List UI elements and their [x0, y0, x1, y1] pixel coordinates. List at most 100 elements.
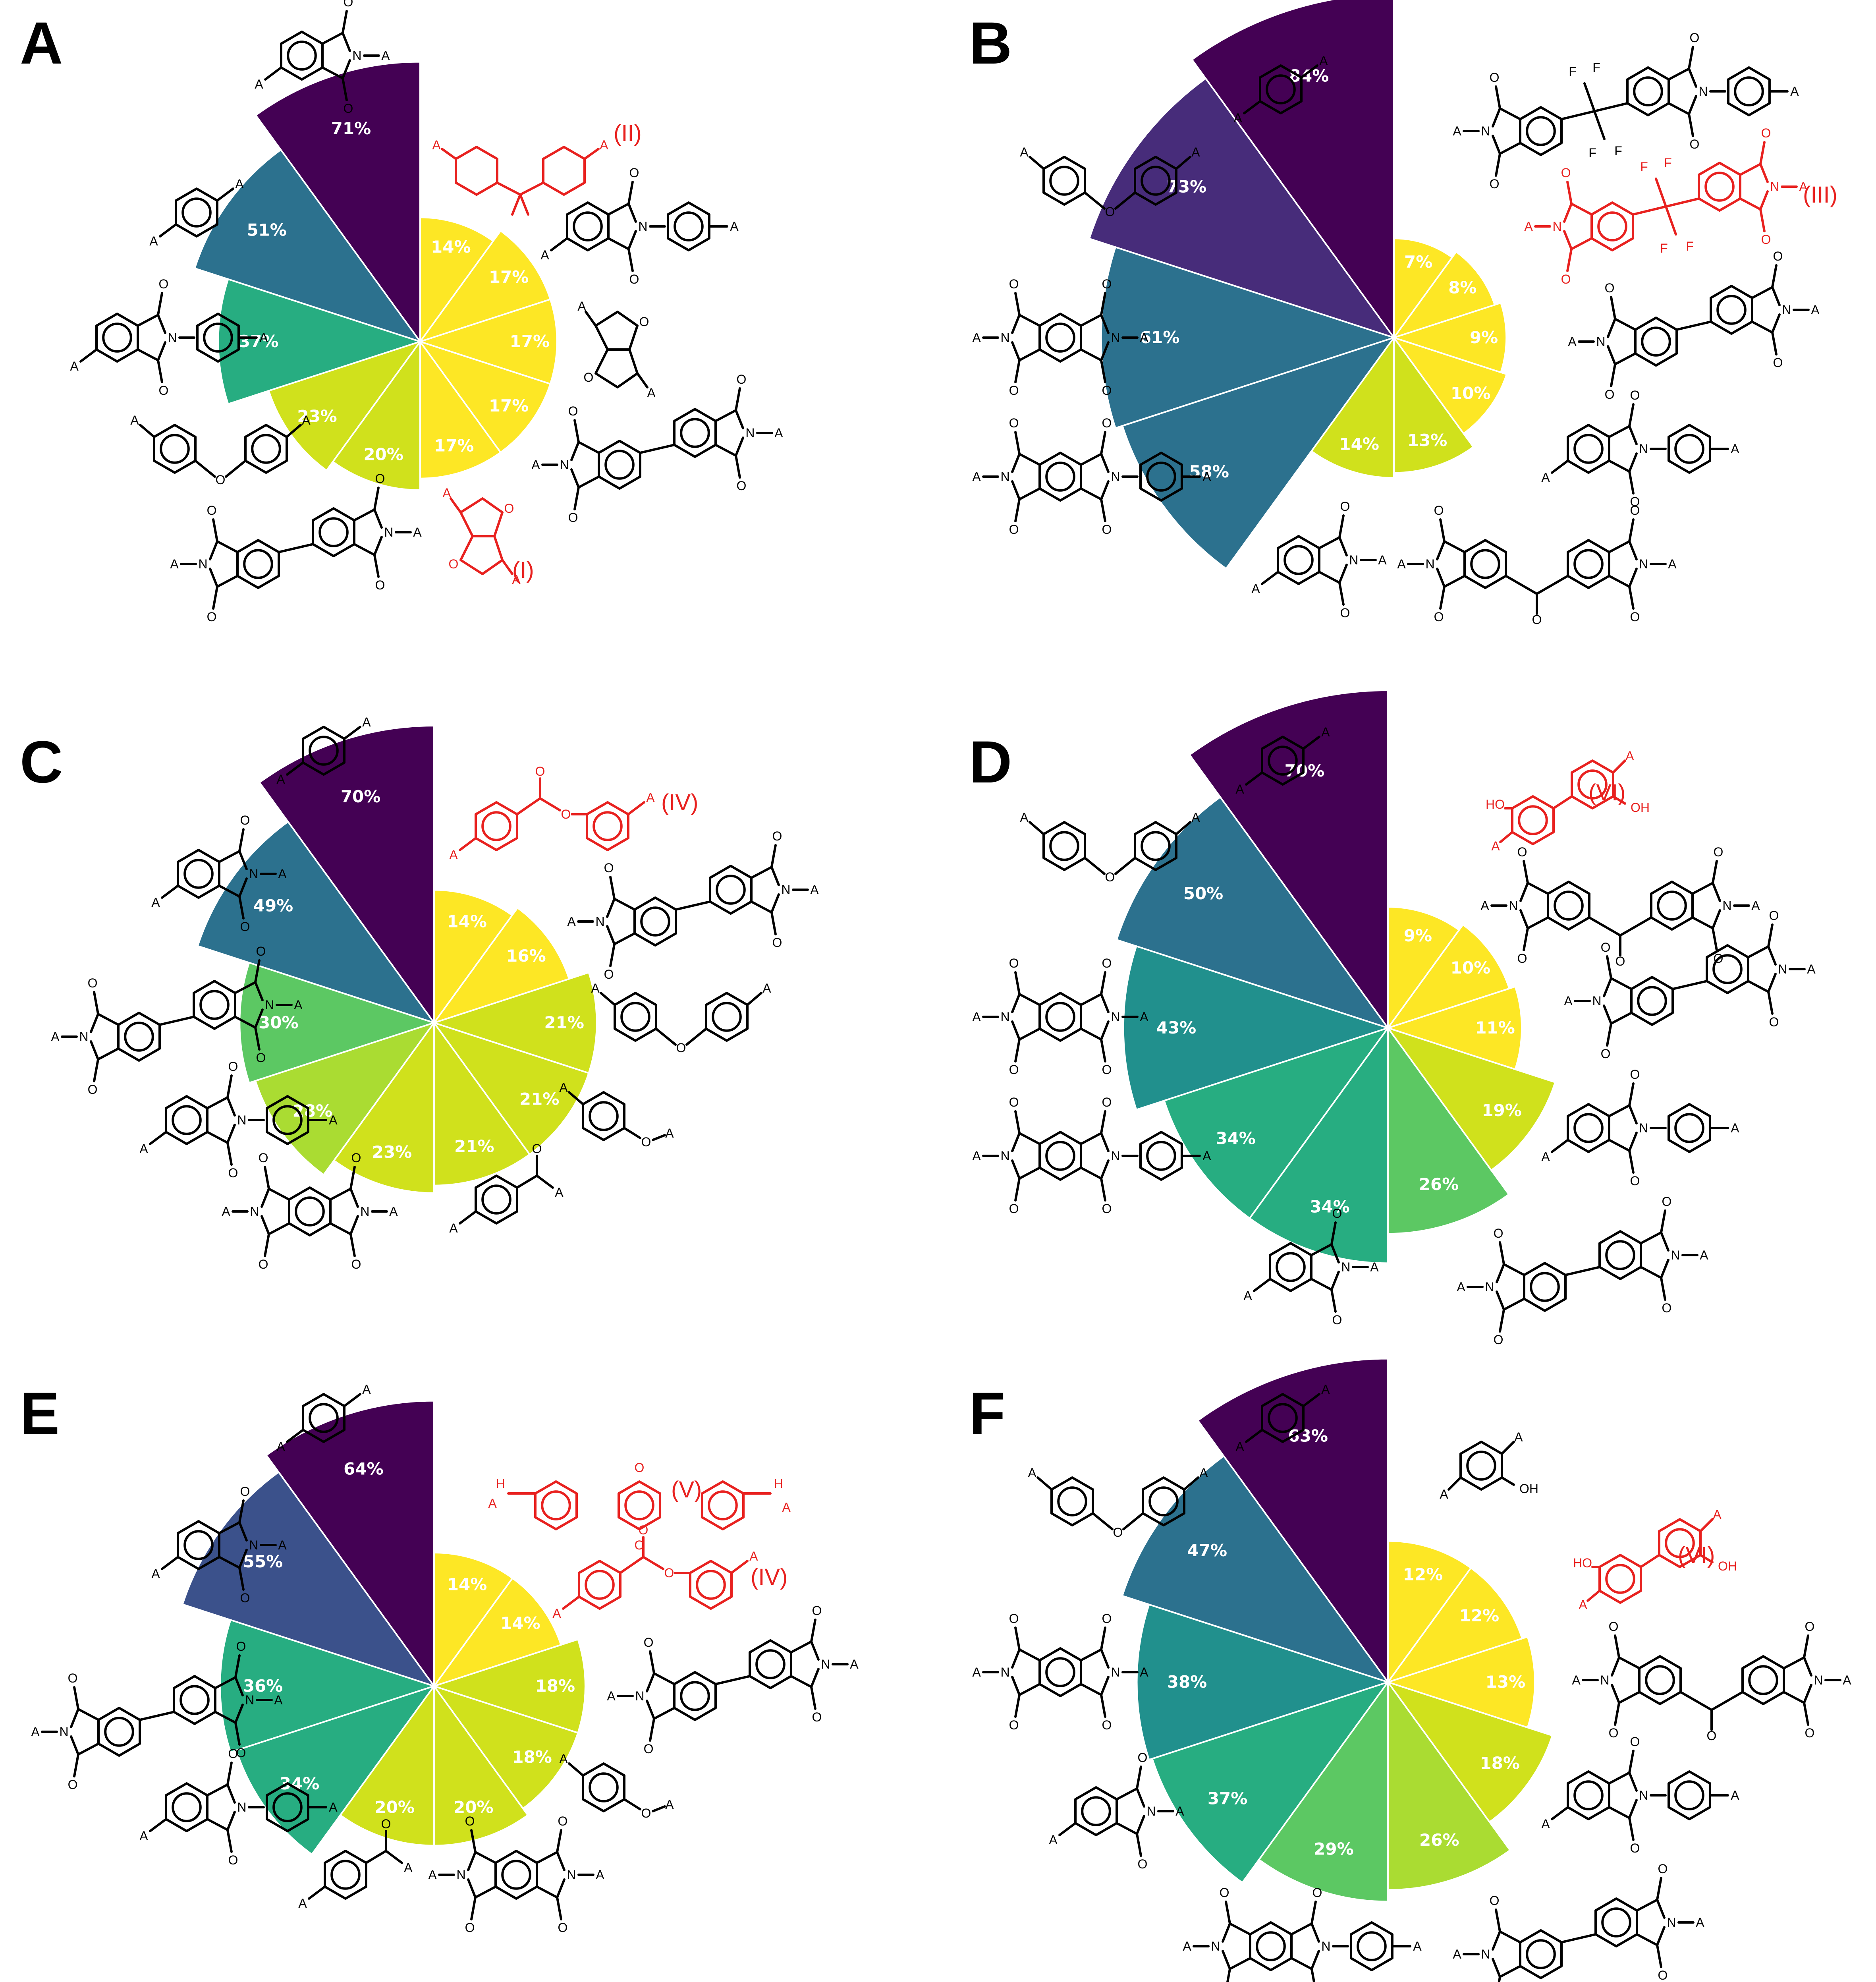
- ring: [1139, 1131, 1183, 1181]
- atom-label: O: [568, 510, 578, 525]
- atom-label: A: [1049, 1833, 1058, 1847]
- atom-label: N: [1321, 1939, 1330, 1953]
- atom-label: O: [1630, 1735, 1640, 1749]
- atom-label: O: [1609, 1619, 1619, 1634]
- bond: [212, 518, 219, 543]
- structure-imide-phenyl: OON AA: [1541, 1067, 1739, 1188]
- bond: [1551, 1139, 1569, 1153]
- atom-label: A: [1235, 1439, 1244, 1454]
- bond: [1639, 1231, 1662, 1244]
- bond: [1018, 314, 1041, 327]
- bond: [653, 1672, 676, 1685]
- aromatic-circle: [1573, 1780, 1604, 1810]
- bond: [1100, 453, 1110, 473]
- bond: [226, 1124, 236, 1144]
- sector-label-b-2: 61%: [1140, 328, 1180, 347]
- bond: [1011, 1020, 1021, 1041]
- ring: [196, 313, 240, 363]
- bond: [1566, 181, 1573, 205]
- sector-label-a-2: 37%: [239, 332, 279, 351]
- bond: [1628, 1817, 1635, 1841]
- bond: [1563, 230, 1573, 250]
- sector-b-6: [1392, 336, 1508, 435]
- bond: [285, 424, 302, 438]
- atom-label: A: [139, 1142, 148, 1156]
- aromatic-circle: [481, 811, 511, 841]
- atom-label: N: [1782, 303, 1791, 317]
- bond: [1330, 1243, 1340, 1263]
- aromatic-circle: [1605, 1240, 1635, 1270]
- bond: [1122, 1512, 1145, 1530]
- structure-imide-phenyl: OON AA: [139, 1746, 338, 1867]
- bond: [1492, 1958, 1502, 1978]
- atom-label: A: [432, 138, 441, 152]
- atom-label: A: [298, 1896, 307, 1911]
- structure-imide-aryl: O O N A A: [1049, 1750, 1184, 1871]
- atom-label: O: [641, 1135, 651, 1149]
- bond: [1115, 1822, 1138, 1835]
- atom-label: A: [1319, 54, 1328, 68]
- bond: [1011, 453, 1021, 473]
- bond: [1100, 341, 1110, 361]
- bond: [1222, 1922, 1231, 1943]
- bond: [1523, 860, 1529, 884]
- atom-label: A: [850, 1657, 859, 1671]
- bond: [1608, 1806, 1631, 1819]
- structure-pyromellitic-diimide: O O N A O O N A: [428, 1814, 604, 1935]
- aromatic-circle: [1045, 1141, 1075, 1171]
- bond: [1100, 480, 1110, 500]
- atom-label: O: [1009, 383, 1019, 398]
- bond: [1443, 575, 1466, 588]
- sector-label-e-2: 36%: [243, 1676, 283, 1696]
- bond: [1560, 110, 1596, 120]
- atom-label: N: [1671, 1248, 1680, 1262]
- bond: [234, 1676, 244, 1696]
- atom-label: A: [139, 1829, 148, 1843]
- bond: [1628, 540, 1638, 560]
- atom-label: O: [1662, 1194, 1672, 1209]
- atom-label: O: [1332, 1206, 1342, 1221]
- structure-benzoyl: A O A: [449, 1142, 564, 1235]
- bond: [209, 568, 219, 588]
- sector-f-9: [1387, 1540, 1472, 1685]
- atom-label: A: [1480, 898, 1489, 913]
- atom-label: A: [1541, 470, 1550, 485]
- bond: [1691, 882, 1714, 895]
- atom-label: A: [762, 981, 771, 995]
- aromatic-circle: [1268, 746, 1298, 776]
- structure-dihydroxybiphenyl: HO A A OH: [1486, 749, 1650, 853]
- aromatic-circle: [1573, 1113, 1604, 1143]
- atom-label: A: [1731, 442, 1739, 456]
- sector-e-9: [433, 1551, 514, 1689]
- atom-label: O: [664, 1566, 674, 1580]
- atom-label: O: [1517, 845, 1527, 859]
- bond: [1500, 1476, 1515, 1486]
- bond: [1310, 1901, 1317, 1925]
- aromatic-circle: [1283, 545, 1314, 575]
- bond: [1330, 1271, 1340, 1291]
- atom-label: O: [1805, 1619, 1815, 1634]
- bond: [308, 1885, 326, 1900]
- sector-f-5: [1387, 1679, 1511, 1891]
- ring: [455, 146, 498, 196]
- structure-diphenyl-ether: O A A: [591, 981, 771, 1055]
- bond: [1499, 1930, 1522, 1943]
- atom-label: O: [1102, 522, 1112, 537]
- sector-label-d-4: 34%: [1310, 1197, 1350, 1217]
- aromatic-circle: [309, 1403, 339, 1433]
- atom-label: O: [676, 1041, 686, 1055]
- atom-label: N: [1146, 1804, 1156, 1818]
- structure-isosorbide-red: O O A A: [442, 486, 521, 587]
- bond: [1499, 1241, 1505, 1265]
- atom-label: N: [1349, 553, 1358, 567]
- bond: [225, 460, 247, 478]
- bond: [1330, 1288, 1337, 1313]
- bond: [1011, 1159, 1021, 1180]
- atom-label: A: [607, 1689, 616, 1703]
- bond: [1100, 993, 1110, 1013]
- bond: [1610, 363, 1617, 387]
- atom-label: A: [278, 1538, 287, 1552]
- bond: [459, 837, 477, 851]
- bond: [1687, 46, 1694, 70]
